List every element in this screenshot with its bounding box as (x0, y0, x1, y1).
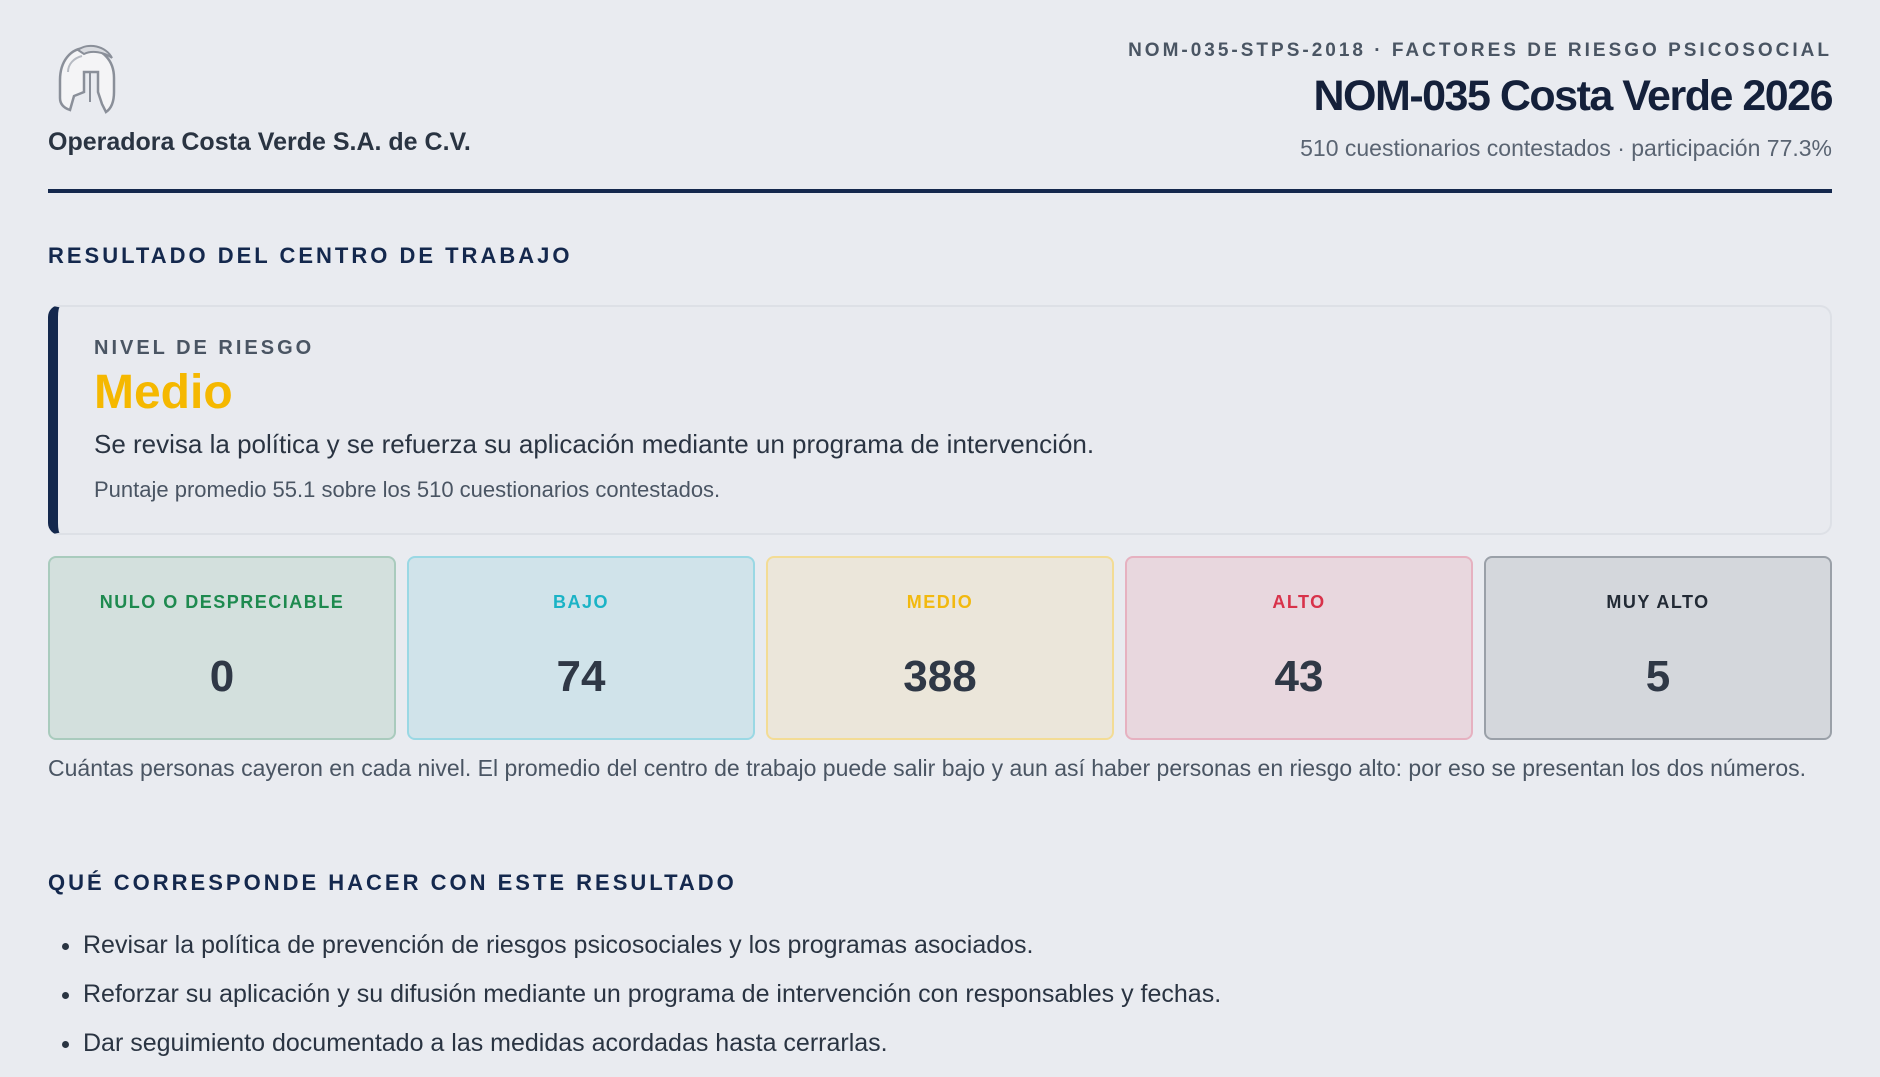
level-count: 388 (903, 652, 977, 701)
level-name: BAJO (552, 592, 609, 612)
norm-kicker: NOM-035-STPS-2018 · FACTORES DE RIESGO P… (1128, 40, 1832, 61)
average-score-text: Puntaje promedio 55.1 sobre los 510 cues… (94, 477, 721, 502)
level-distribution: NULO O DESPRECIABLE 0 BAJO 74 MEDIO 388 … (48, 556, 1832, 740)
header-divider (48, 189, 1832, 193)
list-item: Dar seguimiento documentado a las medida… (83, 1028, 1221, 1058)
level-card-muy-alto: MUY ALTO 5 (1484, 556, 1832, 740)
risk-result-card: NIVEL DE RIESGO Medio Se revisa la polít… (48, 305, 1832, 535)
risk-level-value: Medio (94, 366, 233, 419)
level-name: NULO O DESPRECIABLE (99, 592, 345, 612)
level-name: MUY ALTO (1606, 592, 1710, 612)
level-card-medio: MEDIO 388 (766, 556, 1114, 740)
risk-level-label: NIVEL DE RIESGO (94, 337, 315, 359)
level-count: 74 (556, 652, 606, 701)
spartan-helmet-icon (58, 44, 116, 114)
page-title: NOM-035 Costa Verde 2026 (1313, 72, 1834, 120)
level-name: ALTO (1272, 592, 1326, 612)
level-card-alto: ALTO 43 (1125, 556, 1473, 740)
level-count: 0 (209, 652, 235, 701)
level-card-bajo: BAJO 74 (407, 556, 755, 740)
list-item: Revisar la política de prevención de rie… (83, 930, 1221, 960)
distribution-note: Cuántas personas cayeron en cada nivel. … (48, 755, 1807, 781)
actions-list: Revisar la política de prevención de rie… (48, 930, 1221, 1077)
actions-section-title: QUÉ CORRESPONDE HACER CON ESTE RESULTADO (48, 870, 737, 895)
level-name: MEDIO (906, 592, 974, 612)
result-section-title: RESULTADO DEL CENTRO DE TRABAJO (48, 243, 573, 268)
participation-summary: 510 cuestionarios contestados · particip… (1300, 135, 1832, 161)
company-name: Operadora Costa Verde S.A. de C.V. (48, 128, 471, 156)
level-card-nulo: NULO O DESPRECIABLE 0 (48, 556, 396, 740)
level-count: 5 (1645, 652, 1671, 701)
risk-level-description: Se revisa la política y se refuerza su a… (94, 429, 1095, 459)
level-count: 43 (1274, 652, 1324, 701)
report-page: Operadora Costa Verde S.A. de C.V. NOM-0… (48, 0, 1834, 1057)
list-item: Reforzar su aplicación y su difusión med… (83, 979, 1221, 1009)
header-info: NOM-035-STPS-2018 · FACTORES DE RIESGO P… (1128, 40, 1834, 162)
report-header: Operadora Costa Verde S.A. de C.V. NOM-0… (48, 0, 1834, 194)
